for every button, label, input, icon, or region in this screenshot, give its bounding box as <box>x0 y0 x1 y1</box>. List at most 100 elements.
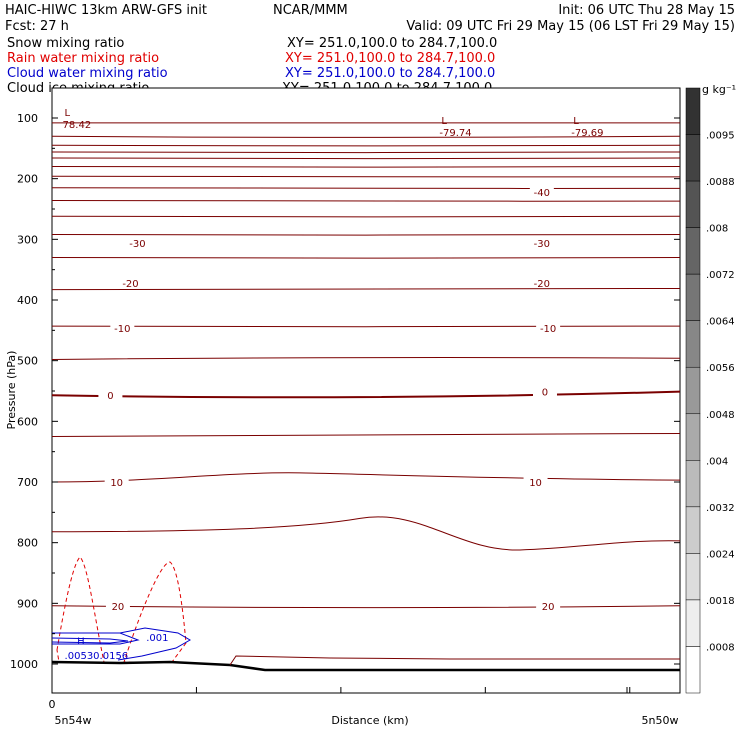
colorbar-segment <box>685 553 701 601</box>
temperature-label-bg <box>125 235 150 248</box>
cloud-water-label: .001 <box>146 633 168 644</box>
temperature-contour <box>51 135 681 138</box>
colorbar-segment <box>685 506 701 554</box>
cloud-water-contour-3 <box>117 627 191 661</box>
colorbar-label: .0048 <box>706 410 735 421</box>
temperature-extrema: L78.42 L-79.74L-79.69 <box>63 108 604 139</box>
temperature-contour <box>51 287 681 291</box>
temperature-contours <box>51 122 681 609</box>
temperature-contour <box>51 257 681 259</box>
temperature-contour <box>51 175 681 178</box>
temperature-label-bg <box>98 388 123 401</box>
cloud-water-label: H <box>77 637 85 648</box>
y-tick-label: 700 <box>17 476 38 489</box>
x-axis-origin: 0 <box>49 698 56 711</box>
colorbar-label: .0072 <box>706 270 735 281</box>
x-axis-end-location: 5n50w <box>642 714 679 727</box>
temperature-label: -10 <box>540 324 556 335</box>
field-name-snow: Snow mixing ratio <box>7 36 124 51</box>
temperature-contour <box>51 357 681 360</box>
temperature-contour <box>51 144 681 147</box>
colorbar-label: .0018 <box>706 596 735 607</box>
temperature-contour <box>51 200 681 202</box>
y-tick-label: 200 <box>17 173 38 186</box>
cloud-water-labels: .001 H .00530.0156 <box>65 633 169 662</box>
colorbar-segment <box>685 320 701 368</box>
x-axis-start-location: 5n54w <box>55 714 92 727</box>
colorbar-segment <box>685 599 701 647</box>
x-axis-label: Distance (km) <box>331 714 408 727</box>
valid-time: Valid: 09 UTC Fri 29 May 15 (06 LST Fri … <box>406 19 735 34</box>
extremum-mark: L <box>573 116 579 127</box>
colorbar-label: .0024 <box>706 549 735 560</box>
colorbar-segment <box>685 134 701 182</box>
temperature-label-bg <box>529 276 554 289</box>
colorbar-segment <box>685 646 701 694</box>
temperature-label-bg <box>104 475 129 487</box>
y-tick-label: 500 <box>17 355 38 368</box>
temperature-label-bg <box>536 320 561 333</box>
temperature-label: 20 <box>112 602 125 613</box>
temperature-label-bg <box>532 384 557 397</box>
temperature-label-bg <box>110 320 135 333</box>
cloud-water-contours <box>51 627 191 661</box>
temperature-label-bg <box>529 235 554 248</box>
temperature-contour <box>51 187 681 189</box>
colorbar-segment <box>685 460 701 508</box>
colorbar-label: .0008 <box>706 642 735 653</box>
temperature-label: 0 <box>542 388 548 399</box>
temperature-label-bg <box>529 185 554 198</box>
colorbar-segment <box>685 180 701 228</box>
cloud-water-label: .00530.0156 <box>65 651 129 662</box>
y-tick-label: 900 <box>17 597 38 610</box>
colorbar-segment <box>685 87 701 135</box>
temperature-contour <box>51 233 681 236</box>
temperature-label: 0 <box>107 391 113 402</box>
temperature-contour <box>51 325 681 328</box>
y-tick-label: 100 <box>17 112 38 125</box>
org-label: NCAR/MMM <box>273 3 348 18</box>
colorbar-label: .0064 <box>706 317 735 328</box>
temperature-label: 10 <box>529 478 542 489</box>
x-axis <box>51 687 631 693</box>
colorbar-label: .0088 <box>706 177 735 188</box>
y-axis-label: Pressure (hPa) <box>5 351 18 430</box>
temperature-contour-labels: -40 -30 -30 -20 -20 -10 -10 0 0 10 10 20 20 <box>98 185 561 613</box>
rain-water-contour-1 <box>56 556 105 663</box>
rain-water-contours <box>56 556 187 663</box>
temperature-label-bg <box>105 598 130 611</box>
model-title: HAIC-HIWC 13km ARW-GFS init <box>5 3 207 18</box>
temperature-label: -20 <box>122 279 138 290</box>
field-name-rain: Rain water mixing ratio <box>7 51 159 66</box>
terrain-surface <box>51 660 680 672</box>
field-xy-rain: XY= 251.0,100.0 to 284.7,100.0 <box>285 51 495 66</box>
colorbar-segment <box>685 273 701 321</box>
colorbar-label: .0032 <box>706 503 735 514</box>
colorbar-unit: g kg⁻¹ <box>702 83 736 96</box>
colorbar-segment <box>685 413 701 461</box>
colorbar-segment <box>685 366 701 415</box>
terrain-edge <box>229 655 680 666</box>
temperature-label: -20 <box>534 279 550 290</box>
field-xy-snow: XY= 251.0,100.0 to 284.7,100.0 <box>287 36 497 51</box>
temperature-label-bg <box>118 276 143 289</box>
colorbar: .0095 .0088 .008 .0072 .0064 .0056 .0048 .004 .0… <box>685 87 735 694</box>
init-time: Init: 06 UTC Thu 28 May 15 <box>558 3 735 18</box>
colorbar-label: .008 <box>706 224 728 235</box>
field-name-cloud-water: Cloud water mixing ratio <box>7 66 168 81</box>
y-tick-label: 400 <box>17 294 38 307</box>
temperature-label: -30 <box>534 239 550 250</box>
extremum-mark: L <box>441 116 447 127</box>
temperature-label: -10 <box>114 324 130 335</box>
temperature-contour <box>51 166 681 168</box>
temperature-label: 10 <box>110 478 123 489</box>
extremum-value: -79.74 <box>439 128 471 139</box>
forecast-hour: Fcst: 27 h <box>5 19 69 34</box>
field-xy-cloud-water: XY= 251.0,100.0 to 284.7,100.0 <box>285 66 495 81</box>
y-tick-label: 600 <box>17 415 38 428</box>
temperature-contour <box>51 432 681 437</box>
colorbar-label: .0056 <box>706 363 735 374</box>
y-tick-label: 1000 <box>10 658 38 671</box>
